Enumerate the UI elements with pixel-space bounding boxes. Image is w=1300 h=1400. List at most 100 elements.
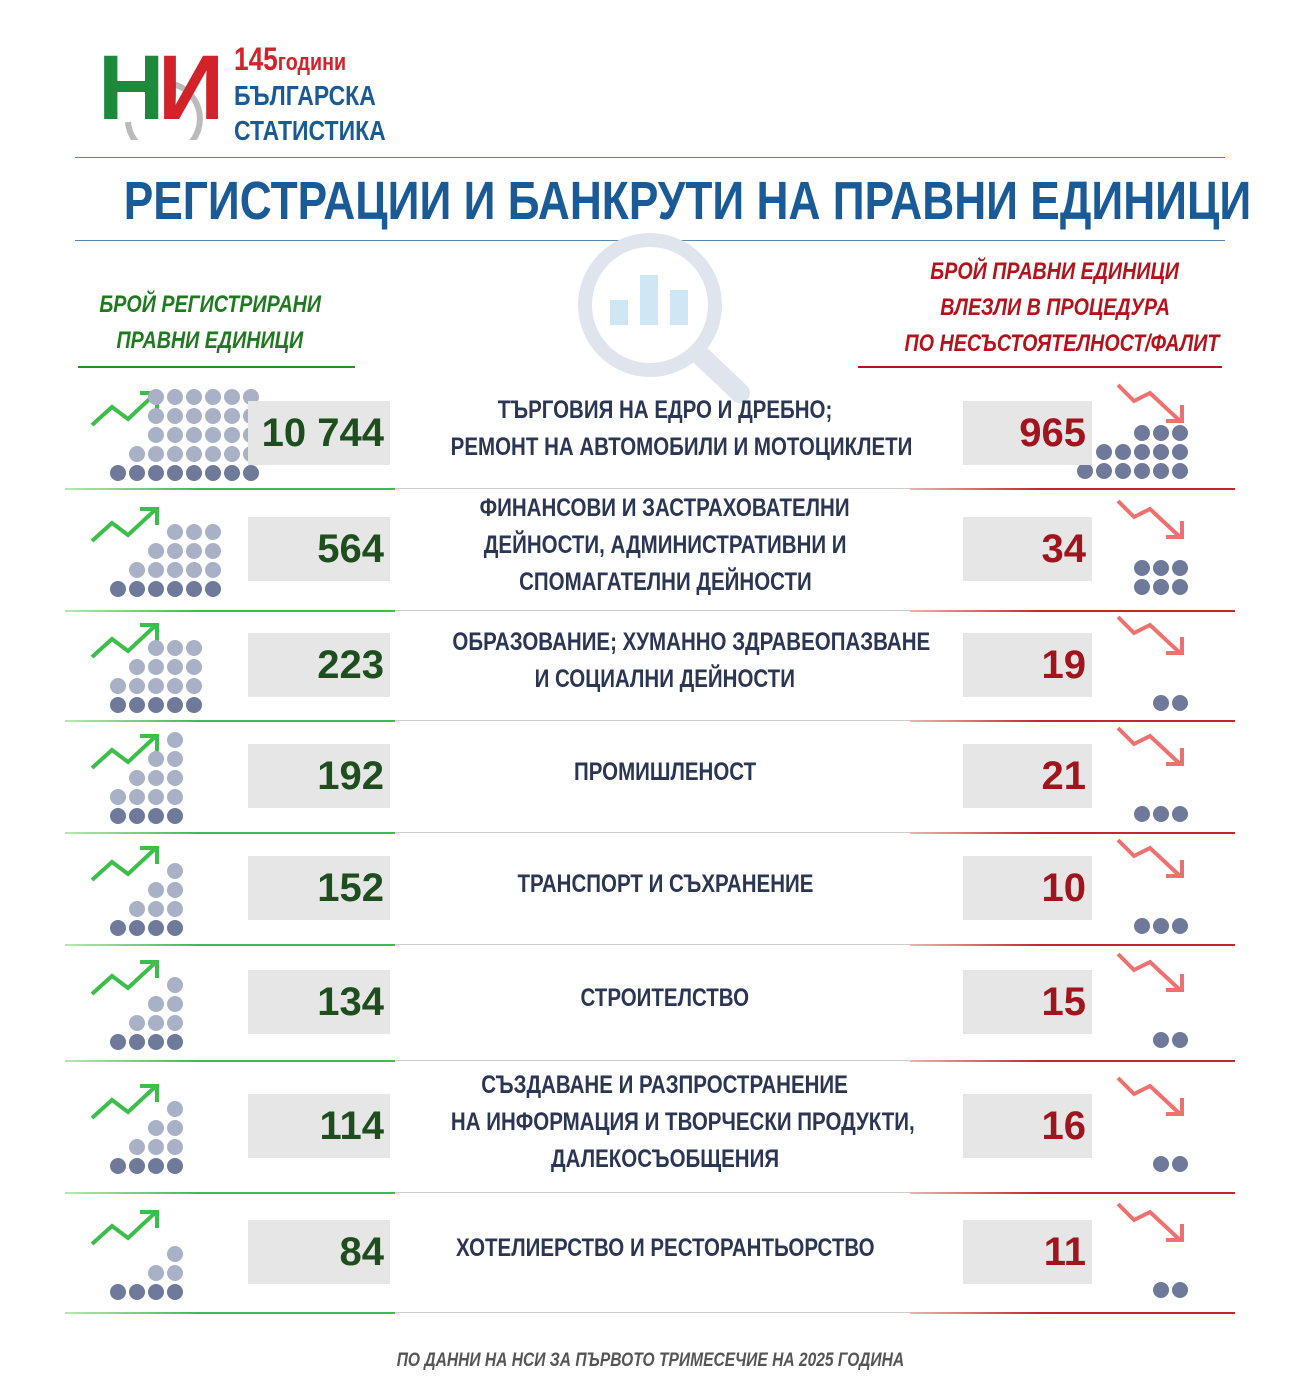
bankrupt-value: 965 (1019, 411, 1086, 455)
left-header: БРОЙ РЕГИСТРИРАНИ ПРАВНИ ЕДИНИЦИ (60, 287, 360, 359)
label-line-wrap: ДЕЙНОСТИ, АДМИНИСТРАТИВНИ И (400, 527, 930, 564)
bankrupt-value: 34 (1041, 527, 1087, 571)
label-line-wrap: ХОТЕЛИЕРСТВО И РЕСТОРАНТЬОРСТВО (400, 1230, 930, 1267)
label-line-wrap: СЪЗДАВАНЕ И РАЗПРОСТРАНЕНИЕ (400, 1067, 930, 1104)
label-line: ТЪРГОВИЯ НА ЕДРО И ДРЕБНО; (497, 396, 833, 424)
row-rule (910, 1060, 1235, 1062)
bankrupt-value: 16 (1041, 1104, 1087, 1148)
label-line: ФИНАНСОВИ И ЗАСТРАХОВАТЕЛНИ (480, 493, 850, 522)
activity-label: ТЪРГОВИЯ НА ЕДРО И ДРЕБНО; РЕМОНТ НА АВТО… (400, 392, 930, 466)
logo-letter: И (158, 37, 225, 139)
label-line: СЪЗДАВАНЕ И РАЗПРОСТРАНЕНИЕ (481, 1070, 849, 1099)
registered-value: 192 (317, 754, 384, 798)
registered-box: 84 (248, 1220, 390, 1284)
label-line-wrap: СТРОИТЕЛСТВО (400, 980, 930, 1017)
row-rule (395, 832, 910, 833)
activity-label: ОБРАЗОВАНИЕ; ХУМАННО ЗДРАВЕОПАЗВАНЕ И СОЦ… (400, 624, 930, 698)
row-rule (395, 1192, 910, 1193)
bankrupt-value: 11 (1043, 1230, 1086, 1274)
registered-value: 84 (339, 1230, 385, 1274)
logo-years-word: години (277, 49, 347, 76)
label-line-wrap: РЕМОНТ НА АВТОМОБИЛИ И МОТОЦИКЛЕТИ (400, 429, 930, 466)
logo-years: 145 (234, 41, 278, 77)
bankrupt-value: 10 (1041, 866, 1087, 910)
row-decor (90, 499, 1188, 597)
label-line-wrap: ФИНАНСОВИ И ЗАСТРАХОВАТЕЛНИ (400, 490, 930, 527)
bankrupt-box: 16 (963, 1094, 1092, 1158)
row-decor (90, 726, 1188, 824)
row-rule (910, 488, 1235, 490)
registered-value: 223 (317, 643, 384, 687)
row-rule (910, 832, 1235, 834)
row-decor (90, 1202, 1188, 1300)
registered-box: 564 (248, 517, 390, 581)
logo-letter: Н (98, 37, 165, 139)
row-rule (65, 1060, 395, 1062)
activity-label: ПРОМИШЛЕНОСТ (400, 754, 930, 791)
row-rule (395, 944, 910, 945)
activity-label: СЪЗДАВАНЕ И РАЗПРОСТРАНЕНИЕ НА ИНФОРМАЦИЯ… (400, 1067, 930, 1178)
row-decor (90, 952, 1188, 1050)
row-rule (395, 1312, 910, 1313)
registered-value: 134 (317, 980, 384, 1024)
row-decor (90, 838, 1188, 936)
row-rule (910, 1312, 1235, 1314)
header-line: БРОЙ ПРАВНИ ЕДИНИЦИ (930, 258, 1180, 285)
row-rule (65, 944, 395, 946)
registered-value: 114 (319, 1104, 384, 1148)
label-line: ПРОМИШЛЕНОСТ (573, 757, 757, 786)
registered-box: 134 (248, 970, 390, 1034)
registered-value: 10 744 (261, 411, 384, 455)
footer: ПО ДАННИ НА НСИ ЗА ПЪРВОТО ТРИМЕСЕЧИЕ НА… (396, 1350, 904, 1371)
label-line: НА ИНФОРМАЦИЯ И ТВОРЧЕСКИ ПРОДУКТИ, (450, 1107, 915, 1136)
registered-value: 152 (317, 866, 384, 910)
bankrupt-box: 34 (963, 517, 1092, 581)
label-line-wrap: ТРАНСПОРТ И СЪХРАНЕНИЕ (400, 866, 930, 903)
logo-text: 145години БЪЛГАРСКА СТАТИСТИКА (234, 41, 419, 151)
bankrupt-value: 15 (1041, 980, 1087, 1024)
registered-value: 564 (317, 527, 384, 571)
activity-label: ФИНАНСОВИ И ЗАСТРАХОВАТЕЛНИ ДЕЙНОСТИ, АДМ… (400, 490, 930, 601)
header-line: ВЛЕЗЛИ В ПРОЦЕДУРА (940, 294, 1170, 321)
logo-ring (125, 81, 203, 140)
registered-box: 192 (248, 744, 390, 808)
header-rule (78, 366, 355, 368)
header-rule (858, 366, 1222, 368)
label-line-wrap: ПРОМИШЛЕНОСТ (400, 754, 930, 791)
logo-line: БЪЛГАРСКА (234, 80, 376, 111)
title-wrap: РЕГИСТРАЦИИ И БАНКРУТИ НА ПРАВНИ ЕДИНИЦИ (0, 168, 1300, 234)
row-rule (910, 610, 1235, 612)
bankrupt-value: 19 (1041, 643, 1087, 687)
row-rule (395, 610, 910, 611)
logo-line: СТАТИСТИКА (234, 115, 386, 146)
row-rule (65, 1312, 395, 1314)
label-line: СПОМАГАТЕЛНИ ДЕЙНОСТИ (518, 567, 812, 596)
label-line-wrap: И СОЦИАЛНИ ДЕЙНОСТИ (400, 661, 930, 698)
activity-label: ТРАНСПОРТ И СЪХРАНЕНИЕ (400, 866, 930, 903)
bankrupt-box: 19 (963, 633, 1092, 697)
activity-label: ХОТЕЛИЕРСТВО И РЕСТОРАНТЬОРСТВО (400, 1230, 930, 1267)
label-line: И СОЦИАЛНИ ДЕЙНОСТИ (534, 665, 796, 693)
bg-magnifier (578, 233, 750, 403)
activity-label: СТРОИТЕЛСТВО (400, 980, 930, 1017)
row-rule (65, 832, 395, 834)
row-rule (910, 720, 1235, 722)
row-decor (90, 615, 1188, 713)
bankrupt-box: 10 (963, 856, 1092, 920)
bankrupt-box: 21 (963, 744, 1092, 808)
bankrupt-box: 15 (963, 970, 1092, 1034)
logo: Н И (98, 38, 228, 140)
registered-box: 152 (248, 856, 390, 920)
registered-box: 10 744 (248, 401, 390, 465)
label-line-wrap: СПОМАГАТЕЛНИ ДЕЙНОСТИ (400, 564, 930, 601)
bankrupt-box: 965 (963, 401, 1092, 465)
label-line: СТРОИТЕЛСТВО (580, 983, 750, 1012)
label-line: ДАЛЕКОСЪОБЩЕНИЯ (550, 1144, 780, 1173)
right-header: БРОЙ ПРАВНИ ЕДИНИЦИ ВЛЕЗЛИ В ПРОЦЕДУРА ПО … (870, 254, 1240, 362)
label-line: ДЕЙНОСТИ, АДМИНИСТРАТИВНИ И (483, 530, 847, 559)
row-rule (395, 1060, 910, 1061)
footer-wrap: ПО ДАННИ НА НСИ ЗА ПЪРВОТО ТРИМЕСЕЧИЕ НА… (0, 1350, 1300, 1372)
row-rule (65, 1192, 395, 1194)
registered-box: 114 (248, 1094, 390, 1158)
